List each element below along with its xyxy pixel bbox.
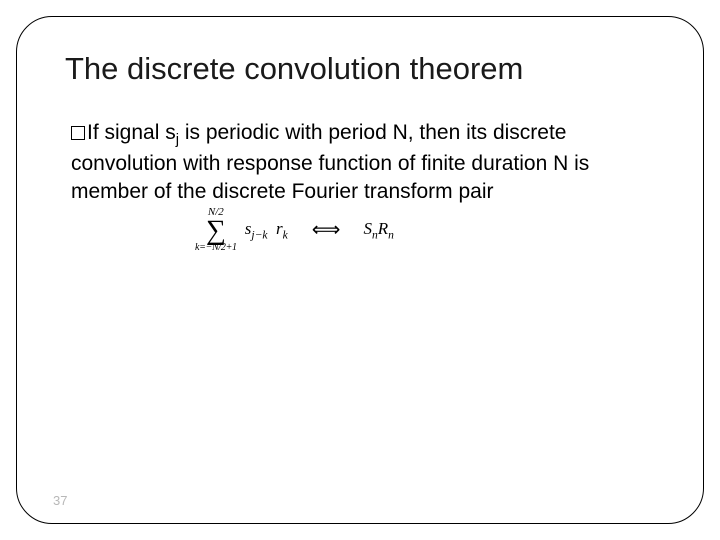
- body-prefix: If signal s: [87, 121, 176, 144]
- slide-title: The discrete convolution theorem: [65, 51, 655, 87]
- term-r: r: [276, 219, 283, 238]
- rhs-R: R: [378, 219, 388, 238]
- summation-block: N/2 ∑ k=−N/2+1 sj−k rk: [195, 207, 288, 253]
- term-r-sub: k: [283, 228, 288, 241]
- term-s-sub: j−k: [251, 228, 267, 241]
- bullet-icon: [71, 126, 85, 140]
- iff-arrow: ⟺: [312, 217, 340, 242]
- summand: sj−k rk: [245, 219, 288, 241]
- slide-body: If signal sj is periodic with period N, …: [65, 119, 655, 205]
- convolution-formula: N/2 ∑ k=−N/2+1 sj−k rk ⟺ SnRn: [195, 207, 655, 253]
- page-number: 37: [53, 493, 67, 508]
- sigma-stack: N/2 ∑ k=−N/2+1: [195, 207, 237, 253]
- slide-frame: The discrete convolution theorem If sign…: [16, 16, 704, 524]
- formula-region: N/2 ∑ k=−N/2+1 sj−k rk ⟺ SnRn: [65, 207, 655, 253]
- rhs-product: SnRn: [363, 219, 393, 241]
- sigma-lower-limit: k=−N/2+1: [195, 243, 237, 253]
- rhs-S: S: [363, 219, 372, 238]
- rhs-R-sub: n: [388, 228, 394, 241]
- sigma-symbol: ∑: [206, 218, 226, 243]
